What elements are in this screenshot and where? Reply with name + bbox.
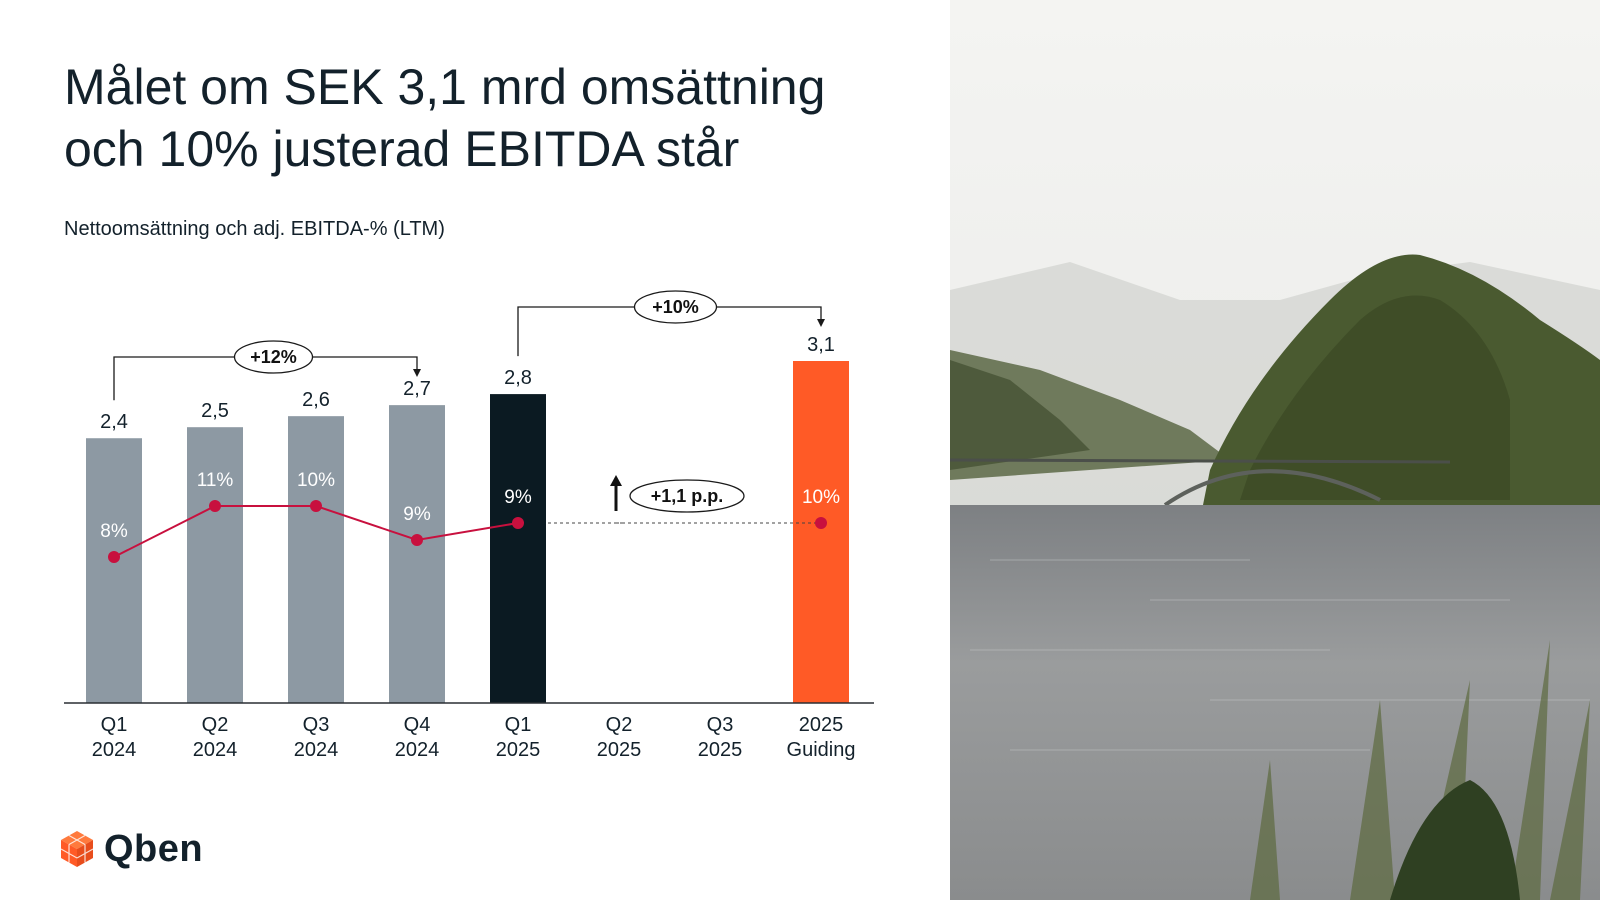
ebitda-label-7: 10% xyxy=(802,487,840,508)
ebitda-label-1: 11% xyxy=(197,470,234,491)
ebitda-label-3: 9% xyxy=(403,504,431,525)
bar-value-label-2: 2,6 xyxy=(302,389,330,411)
ebitda-point-4 xyxy=(512,517,524,529)
x-tick-label-6-line2: 2025 xyxy=(698,739,743,761)
logo-text: Qben xyxy=(104,827,204,870)
ebitda-label-0: 8% xyxy=(100,521,128,542)
x-tick-label-0-line2: 2024 xyxy=(92,739,137,761)
x-tick-label-5-line2: 2025 xyxy=(597,739,642,761)
ebitda-point-3 xyxy=(411,534,423,546)
x-tick-label-1-line1: Q2 xyxy=(202,714,229,736)
bracket-arrowhead-2 xyxy=(817,319,825,327)
x-tick-label-3-line1: Q4 xyxy=(404,714,431,736)
bracket-arrowhead-1 xyxy=(413,369,421,377)
bar-1 xyxy=(187,427,243,703)
page-title: Målet om SEK 3,1 mrd omsättning och 10% … xyxy=(64,56,924,180)
x-tick-label-4-line2: 2025 xyxy=(496,739,541,761)
bar-value-label-3: 2,7 xyxy=(403,378,431,400)
bar-3 xyxy=(389,405,445,703)
title-line-1: Målet om SEK 3,1 mrd omsättning xyxy=(64,59,826,115)
x-tick-label-2-line1: Q3 xyxy=(303,714,330,736)
qben-logo: Qben xyxy=(58,826,203,872)
bar-2 xyxy=(288,416,344,703)
x-tick-label-6-line1: Q3 xyxy=(707,714,734,736)
ebitda-point-1 xyxy=(209,500,221,512)
growth-badge-12: +12% xyxy=(250,347,297,367)
x-tick-label-0-line1: Q1 xyxy=(101,714,128,736)
bar-7 xyxy=(793,361,849,703)
x-tick-label-3-line2: 2024 xyxy=(395,739,440,761)
x-tick-label-7-line2: Guiding xyxy=(787,739,856,761)
pp-arrow-head xyxy=(610,475,622,486)
ebitda-point-0 xyxy=(108,551,120,563)
bar-value-label-4: 2,8 xyxy=(504,367,532,389)
x-tick-label-2-line2: 2024 xyxy=(294,739,339,761)
bar-value-label-7: 3,1 xyxy=(807,334,835,356)
revenue-ebitda-chart: 2,4 2,5 2,6 2,7 2,8 3,1 Q1 2024 Q2 2024 Q3 2024 Q4 20… xyxy=(64,290,874,761)
ebitda-label-4: 9% xyxy=(504,487,532,508)
ebitda-point-2 xyxy=(310,500,322,512)
x-tick-label-4-line1: Q1 xyxy=(505,714,532,736)
bar-value-label-0: 2,4 xyxy=(100,411,128,433)
x-tick-label-5-line1: Q2 xyxy=(606,714,633,736)
ebitda-point-7 xyxy=(815,517,827,529)
x-tick-label-1-line2: 2024 xyxy=(193,739,238,761)
cube-logo-icon xyxy=(60,831,94,867)
x-tick-label-7-line1: 2025 xyxy=(799,714,844,736)
bar-0 xyxy=(86,438,142,703)
chart-subtitle: Nettoomsättning och adj. EBITDA-% (LTM) xyxy=(64,218,445,240)
ebitda-label-2: 10% xyxy=(297,470,335,491)
title-line-2: och 10% justerad EBITDA står xyxy=(64,121,740,177)
pp-badge: +1,1 p.p. xyxy=(651,486,724,506)
growth-badge-bg-1 xyxy=(233,340,314,374)
pp-badge-bg xyxy=(629,479,745,513)
bar-value-label-1: 2,5 xyxy=(201,400,229,422)
bar-4 xyxy=(490,394,546,703)
growth-badge-10: +10% xyxy=(652,297,699,317)
landscape-photo xyxy=(950,0,1600,900)
growth-badge-bg-2 xyxy=(633,290,718,324)
